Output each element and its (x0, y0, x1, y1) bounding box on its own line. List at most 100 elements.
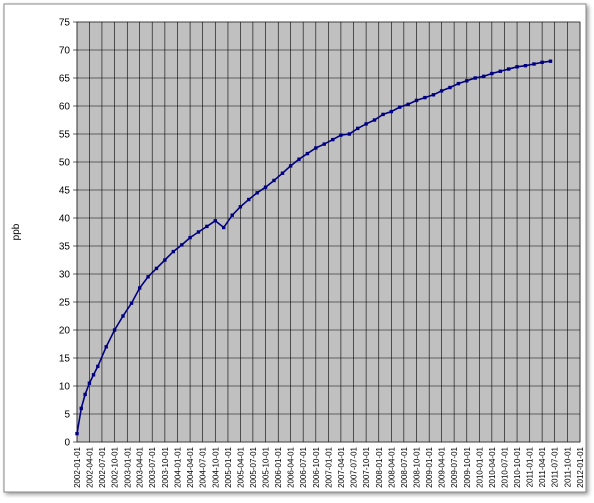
point (448, 85, 452, 90)
point (381, 112, 385, 117)
point (280, 171, 285, 175)
point (515, 65, 519, 69)
x-tick-label: 2008-04-01 (387, 446, 396, 487)
point (490, 71, 494, 76)
y-tick-label: 65 (59, 74, 71, 85)
x-tick-label: 2005-10-01 (262, 446, 271, 487)
point (188, 235, 192, 240)
y-tick-label: 30 (59, 270, 71, 281)
point (506, 67, 511, 71)
y-tick-label: 25 (59, 298, 71, 309)
y-tick-label: 0 (64, 438, 70, 449)
point (339, 133, 343, 137)
x-tick-label: 2005-01-01 (224, 446, 233, 487)
x-tick-label: 2004-04-01 (186, 446, 195, 487)
point (372, 118, 377, 122)
point (473, 76, 477, 80)
y-tick-label: 20 (59, 326, 71, 337)
point (364, 122, 368, 126)
point (272, 178, 276, 183)
point (96, 364, 100, 369)
x-tick-label: 2008-10-01 (413, 446, 422, 487)
point (171, 249, 175, 254)
y-tick-label: 35 (59, 242, 71, 253)
x-tick-label: 2010-01-01 (475, 446, 484, 487)
point (230, 213, 234, 217)
x-tick-label: 2011-10-01 (563, 446, 572, 487)
x-tick-label: 2002-07-01 (98, 446, 107, 487)
point (87, 381, 92, 385)
x-tick-label: 2007-07-01 (349, 446, 358, 487)
point (423, 95, 427, 100)
point (498, 69, 502, 73)
x-tick-label: 2010-07-01 (500, 446, 509, 487)
point (431, 93, 436, 97)
point (129, 301, 134, 305)
point (137, 286, 142, 290)
x-tick-label: 2004-01-01 (174, 446, 183, 487)
y-tick-label: 5 (64, 410, 70, 421)
point (83, 392, 87, 397)
point (79, 406, 83, 411)
point (532, 62, 536, 66)
x-tick-label: 2004-10-01 (211, 446, 220, 487)
x-tick-label: 2010-04-01 (488, 446, 497, 487)
x-tick-label: 2011-01-01 (526, 446, 535, 487)
point (540, 60, 544, 65)
x-tick-label: 2005-07-01 (249, 446, 258, 487)
x-tick-label: 2009-04-01 (438, 446, 447, 487)
x-tick-label: 2009-01-01 (425, 446, 434, 487)
point (180, 243, 184, 247)
point (389, 109, 394, 114)
point (163, 258, 167, 262)
point (465, 79, 469, 83)
x-tick-label: 2003-07-01 (148, 446, 157, 487)
point (398, 105, 402, 109)
point (414, 98, 419, 103)
x-tick-label: 2011-04-01 (538, 446, 547, 487)
x-tick-label: 2006-10-01 (312, 446, 321, 487)
x-tick-label: 2002-04-01 (85, 446, 94, 487)
x-tick-label: 2005-04-01 (236, 446, 245, 487)
point (205, 224, 209, 229)
point (322, 142, 326, 146)
point (548, 59, 553, 63)
point (146, 275, 150, 279)
point (347, 132, 351, 136)
x-tick-label: 2006-04-01 (287, 446, 296, 487)
point (523, 63, 528, 68)
point (305, 151, 310, 156)
point (288, 164, 293, 168)
y-axis-label: ppb (11, 223, 22, 240)
point (112, 328, 117, 332)
y-tick-label: 60 (59, 102, 71, 113)
point (221, 225, 226, 230)
x-tick-label: 2002-10-01 (111, 446, 120, 487)
x-tick-label: 2007-04-01 (337, 446, 346, 487)
x-tick-label: 2008-07-01 (400, 446, 409, 487)
x-tick-label: 2006-07-01 (299, 446, 308, 487)
point (121, 314, 125, 318)
point (247, 197, 251, 202)
x-tick-label: 2011-07-01 (551, 446, 560, 487)
point (482, 74, 486, 79)
y-tick-label: 10 (59, 382, 71, 393)
x-tick-label: 2009-07-01 (450, 446, 459, 487)
point (104, 345, 108, 349)
point (255, 191, 259, 195)
point (355, 126, 360, 131)
y-tick-label: 55 (59, 130, 71, 141)
point (297, 157, 301, 161)
x-tick-label: 2009-10-01 (463, 446, 472, 487)
point (213, 219, 217, 223)
point (406, 102, 410, 107)
point (238, 205, 243, 209)
x-tick-label: 2012-01-01 (576, 446, 585, 487)
y-tick-label: 50 (59, 158, 71, 169)
x-tick-label: 2010-10-01 (513, 446, 522, 487)
point (75, 431, 79, 436)
y-tick-label: 75 (59, 18, 71, 29)
y-tick-label: 15 (59, 354, 71, 365)
